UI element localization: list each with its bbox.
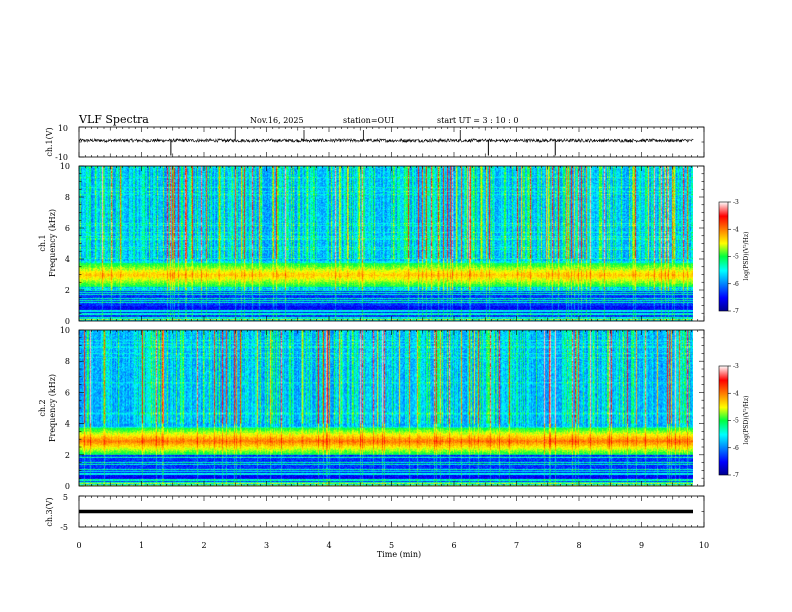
ch1-spec-ytick-label: 4 <box>65 255 70 264</box>
ch1-colorbar-label: log(PSD)(V²/Hz) <box>743 232 750 281</box>
start-time-label: start UT = 3 : 10 : 0 <box>437 116 518 125</box>
ch1-waveform-line <box>78 137 694 144</box>
ch2-colorbar-tick-label: -6 <box>733 445 739 452</box>
ch1-waveform-panel: 10 -10 ch.1(V) <box>45 124 705 162</box>
ch2-spec-ytick-label: 4 <box>65 420 70 429</box>
ch2-colorbar-tick-label: -7 <box>733 472 739 479</box>
ch1-spec-ylabel-line2: Frequency (kHz) <box>48 209 57 277</box>
ch1-spec-ylabel-line1: ch.1 <box>38 234 47 251</box>
time-axis-tick-label: 0 <box>76 541 81 550</box>
ch1-colorbar-tick-label: -6 <box>733 281 739 288</box>
ch3-ylabel: ch.3(V) <box>45 497 54 526</box>
ch1-spectrogram-image <box>79 166 693 321</box>
time-axis-tick-label: 3 <box>264 541 269 550</box>
ch1-spectrogram-panel: 0 2 4 6 8 10 ch.1 Frequency (kHz) <box>38 162 705 326</box>
ch3-panel: 5 -5 ch.3(V) <box>45 493 705 532</box>
ch1-colorbar-tick-label: -7 <box>733 308 739 315</box>
ch2-spec-ylabel-line2: Frequency (kHz) <box>48 374 57 442</box>
ch1-spec-ytick-label: 2 <box>65 286 70 295</box>
ch1-spec-ytick-label: 10 <box>60 162 70 171</box>
ch2-colorbar-tick-label: -4 <box>733 390 739 397</box>
ch3-ytick-top: 5 <box>63 493 68 502</box>
ch1-spec-ytick-label: 6 <box>65 224 70 233</box>
ch2-spec-ytick-label: 10 <box>60 326 70 335</box>
time-axis-tick-label: 5 <box>389 541 394 550</box>
ch1-spec-ytick-label: 0 <box>65 317 70 326</box>
ch2-colorbar-tick-label: -5 <box>733 418 739 425</box>
time-axis-tick-labels: 0 1 2 3 4 5 6 7 8 9 10 <box>76 541 709 550</box>
ch1-ylabel: ch.1(V) <box>45 127 54 156</box>
ch2-colorbar: -3 -4 -5 -6 -7 log(PSD)(V²/Hz) <box>718 363 750 479</box>
ch1-colorbar-tick-label: -4 <box>733 226 739 233</box>
ch2-spec-ytick-label: 0 <box>65 482 70 491</box>
ch2-spec-ytick-label: 2 <box>65 451 70 460</box>
time-axis-tick-label: 1 <box>139 541 144 550</box>
ch1-spec-ytick-label: 8 <box>65 193 70 202</box>
ch2-spec-ytick-label: 8 <box>65 357 70 366</box>
time-axis-tick-label: 10 <box>699 541 709 550</box>
ch1-colorbar: -3 -4 -5 -6 -7 log(PSD)(V²/Hz) <box>718 199 750 315</box>
ch2-spectrogram-panel: 0 2 4 6 8 10 ch.2 Frequency (kHz) <box>38 326 705 491</box>
time-axis-tick-label: 7 <box>514 541 519 550</box>
figure-date: Nov.16, 2025 <box>250 116 304 125</box>
ch2-spectrogram-image <box>79 330 693 486</box>
station-label: station=OUI <box>343 116 394 125</box>
ch2-spec-ytick-label: 6 <box>65 388 70 397</box>
ch3-ytick-bottom: -5 <box>60 523 68 532</box>
ch1-ytick-bottom: -10 <box>55 153 68 162</box>
ch1-colorbar-tick-label: -3 <box>733 199 739 206</box>
time-axis-tick-label: 2 <box>201 541 206 550</box>
ch1-ytick-top: 10 <box>58 124 68 133</box>
time-axis-tick-label: 4 <box>326 541 331 550</box>
ch2-colorbar-tick-label: -3 <box>733 363 739 370</box>
ch1-colorbar-tick-label: -5 <box>733 254 739 261</box>
figure-title: VLF Spectra <box>78 113 149 126</box>
time-axis-tick-label: 9 <box>639 541 644 550</box>
time-axis-tick-label: 8 <box>576 541 581 550</box>
time-axis-label: Time (min) <box>377 550 421 559</box>
time-axis-tick-label: 6 <box>451 541 456 550</box>
ch2-spec-ylabel-line1: ch.2 <box>38 399 47 416</box>
ch2-colorbar-label: log(PSD)(V²/Hz) <box>743 396 750 445</box>
